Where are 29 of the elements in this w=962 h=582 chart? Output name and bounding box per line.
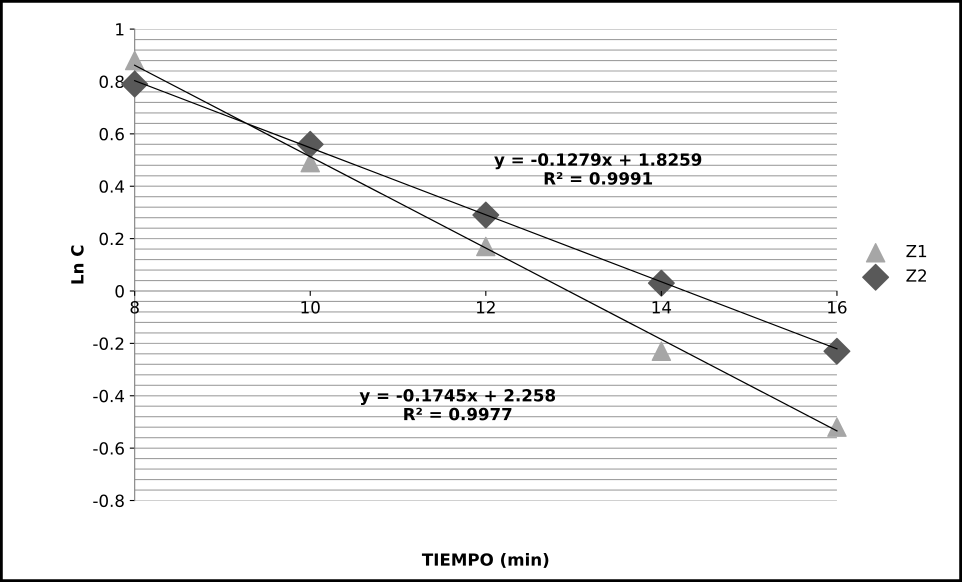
legend-label: Z1 xyxy=(906,245,926,258)
y-tick-label: 1 xyxy=(116,23,124,36)
y-tick-label: 0.2 xyxy=(100,232,124,246)
x-tick-label: 14 xyxy=(652,301,672,314)
y-tick-label: -0.6 xyxy=(93,442,124,455)
point xyxy=(472,202,500,229)
point xyxy=(476,236,496,256)
y-tick-label: 0.8 xyxy=(100,75,124,88)
annotation: y = -0.1745x + 2.258 R² = 0.9977 xyxy=(360,389,556,420)
y-tick-label: 0.6 xyxy=(100,128,124,140)
y-tick-label: -0.8 xyxy=(93,494,124,508)
x-tick-label: 16 xyxy=(828,301,846,314)
annotation: y = -0.1279x + 1.8259 R² = 0.9991 xyxy=(494,153,702,185)
x-axis-title: TIEMPO (min) xyxy=(422,552,548,568)
point xyxy=(124,50,144,70)
y-tick-label: 0.4 xyxy=(100,180,124,193)
y-tick-label: -0.2 xyxy=(93,337,124,350)
point xyxy=(648,270,675,297)
y-tick-label: 0 xyxy=(115,284,124,298)
x-tick-label: 8 xyxy=(130,301,139,314)
legend-label: Z2 xyxy=(906,269,926,282)
point xyxy=(652,341,672,361)
y-tick-label: -0.4 xyxy=(93,390,124,402)
x-tick-label: 10 xyxy=(301,301,320,314)
x-tick-label: 12 xyxy=(477,301,495,314)
point xyxy=(827,417,847,437)
point xyxy=(823,338,850,365)
point xyxy=(296,130,324,158)
y-axis-title: Ln C xyxy=(71,246,84,284)
